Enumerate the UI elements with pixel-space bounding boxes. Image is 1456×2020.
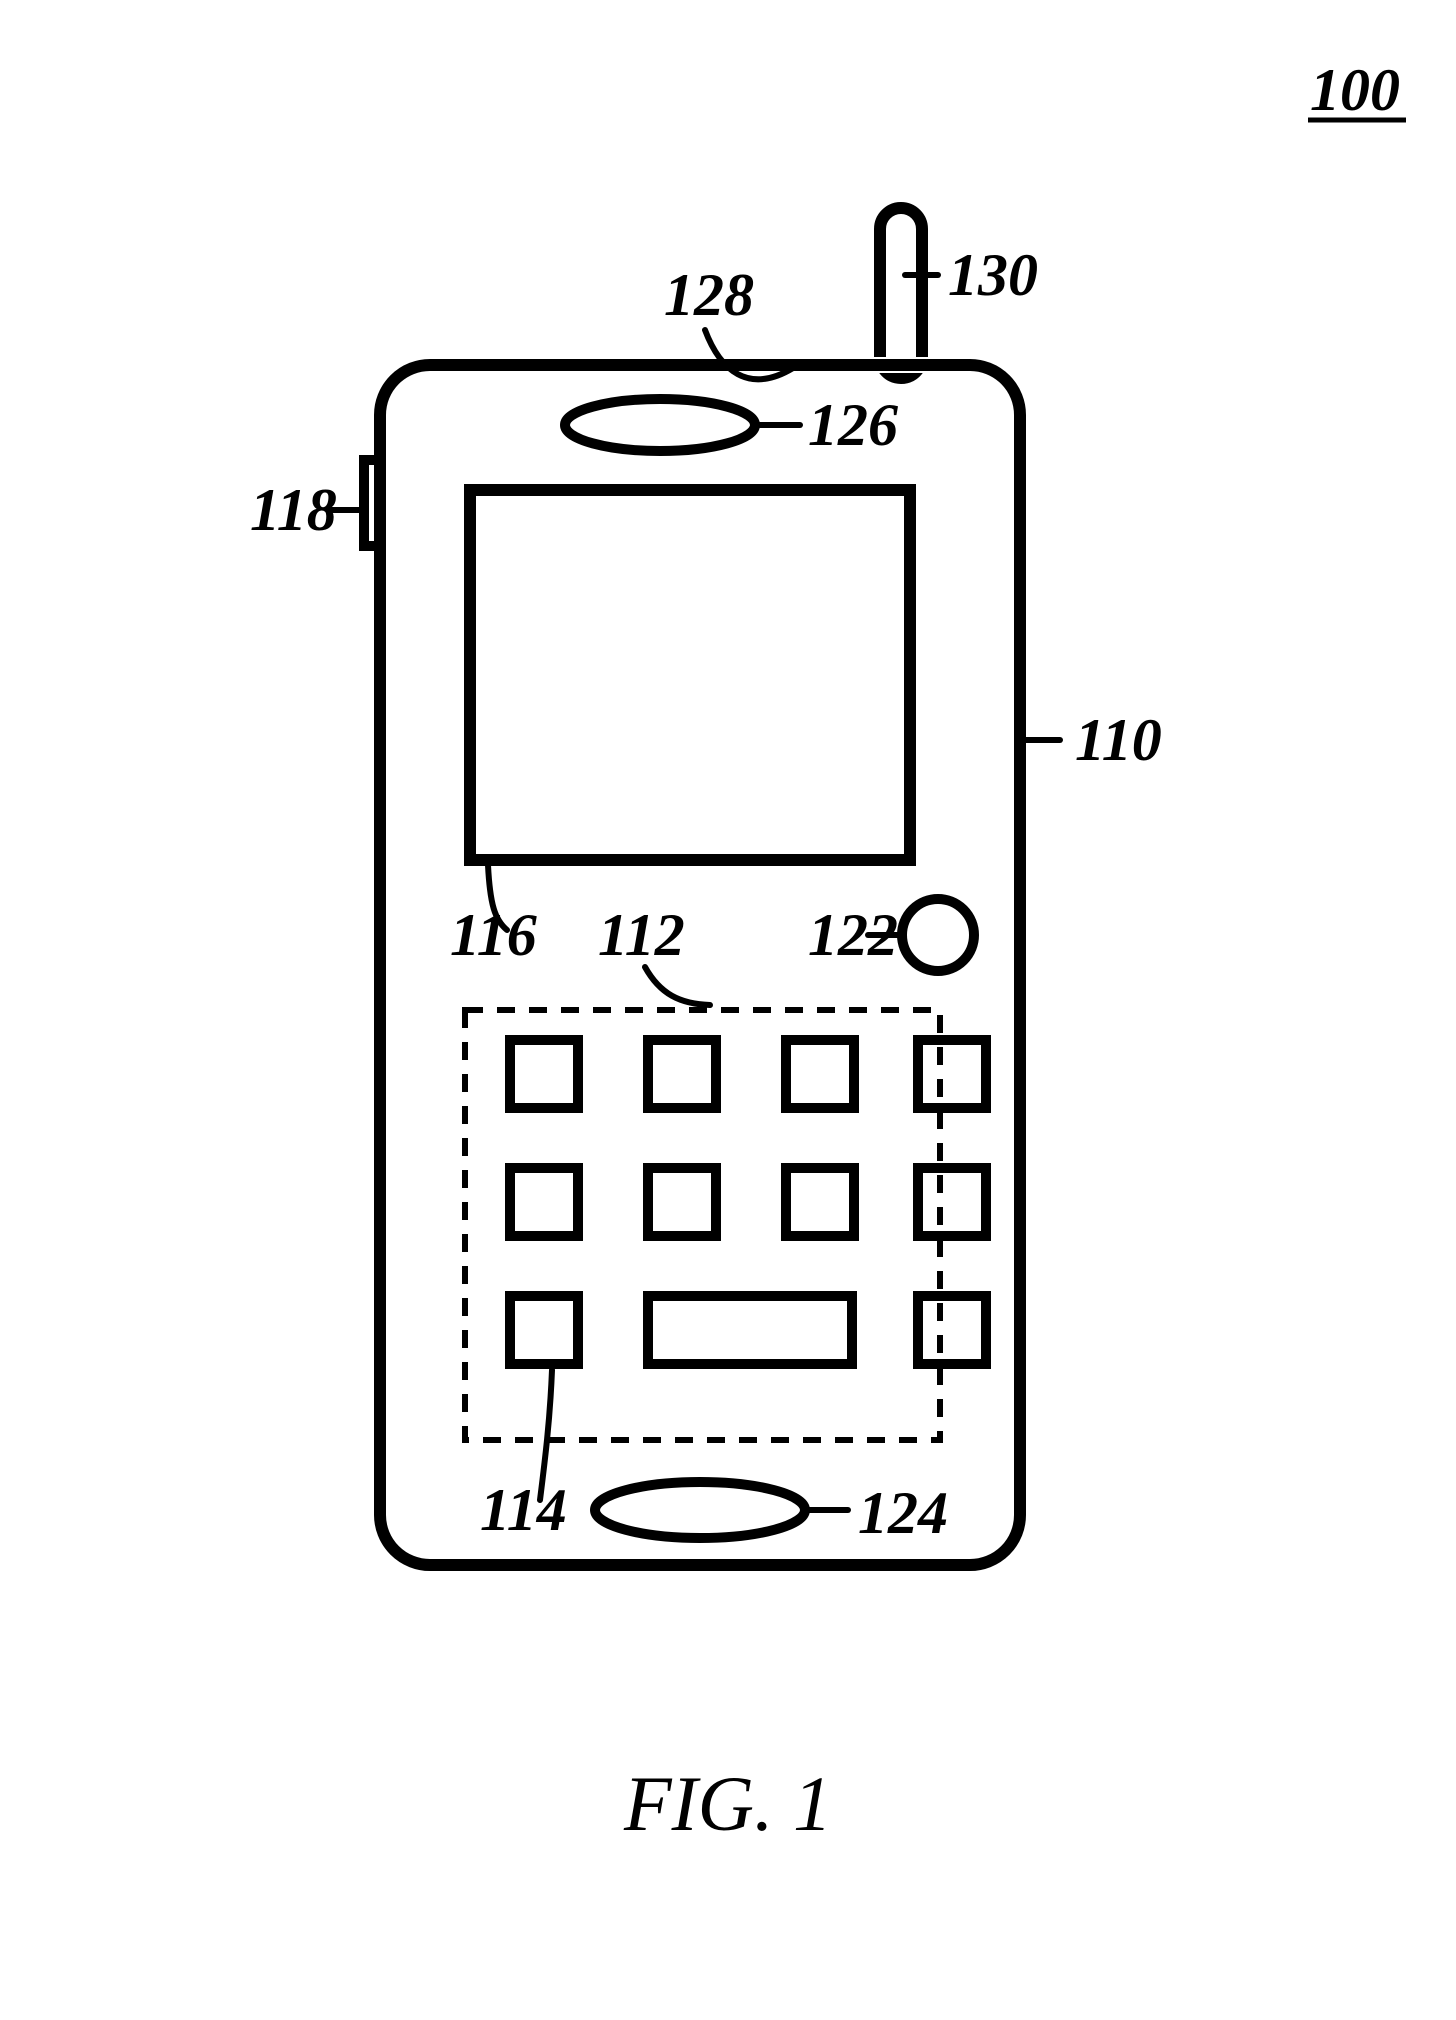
leader-curve bbox=[705, 330, 793, 379]
keypad-key bbox=[510, 1296, 578, 1364]
keypad-key bbox=[510, 1040, 578, 1108]
screen bbox=[470, 490, 910, 860]
speaker-top bbox=[565, 399, 755, 451]
antenna bbox=[880, 208, 922, 378]
ref-number: 110 bbox=[1075, 707, 1162, 773]
keypad-key bbox=[786, 1168, 854, 1236]
keypad-key bbox=[510, 1168, 578, 1236]
leader-curve bbox=[645, 967, 710, 1005]
round-button bbox=[902, 899, 974, 971]
keypad-key bbox=[918, 1168, 986, 1236]
figure-label: FIG. 1 bbox=[623, 1760, 832, 1847]
keypad-key bbox=[918, 1040, 986, 1108]
ref-number: 124 bbox=[858, 1480, 948, 1546]
keypad-key bbox=[786, 1040, 854, 1108]
keypad-key-wide bbox=[648, 1296, 852, 1364]
ref-number: 112 bbox=[598, 902, 685, 968]
speaker-bottom bbox=[595, 1482, 805, 1538]
ref-number: 128 bbox=[664, 262, 754, 328]
ref-number: 116 bbox=[450, 902, 537, 968]
ref-number: 126 bbox=[808, 392, 898, 458]
ref-number: 122 bbox=[808, 902, 898, 968]
ref-number: 118 bbox=[250, 477, 337, 543]
side-button bbox=[364, 460, 380, 546]
keypad-key bbox=[918, 1296, 986, 1364]
keypad-key bbox=[648, 1040, 716, 1108]
ref-number: 100 bbox=[1310, 57, 1400, 123]
ref-number: 130 bbox=[948, 242, 1038, 308]
keypad-outline bbox=[465, 1010, 940, 1440]
keypad-key bbox=[648, 1168, 716, 1236]
ref-number: 114 bbox=[480, 1477, 567, 1543]
patent-figure: 100 128 130 126 118 110 116 112 122 114 124 FIG. 1 bbox=[0, 0, 1456, 2020]
